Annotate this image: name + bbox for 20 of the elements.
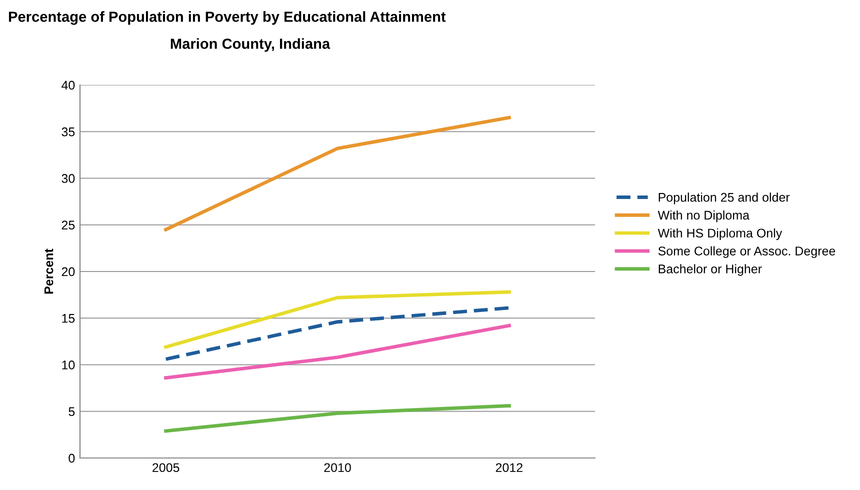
x-tick-label: 2005	[152, 463, 180, 472]
x-tick-label: 2010	[324, 463, 351, 472]
y-axis-title: Percent	[44, 248, 54, 294]
x-tick-label: 2012	[496, 463, 522, 472]
y-tick-label: 10	[62, 360, 75, 370]
y-tick-label: 25	[62, 220, 75, 230]
y-tick-label: 20	[62, 267, 75, 276]
y-tick-label: 15	[62, 314, 75, 323]
legend-label: Population 25 and older	[658, 192, 790, 204]
legend-label: Bachelor or Higher	[658, 264, 762, 276]
y-tick-label: 35	[62, 127, 75, 136]
y-tick-label: 40	[62, 80, 75, 90]
legend-label: With no Diploma	[658, 210, 750, 222]
legend-label: Some College or Assoc. Degree	[658, 246, 836, 258]
legend-label: With HS Diploma Only	[658, 228, 782, 240]
chart-subtitle: Marion County, Indiana	[170, 38, 330, 52]
y-tick-label: 0	[68, 454, 75, 463]
chart-title: Percentage of Population in Poverty by Educational Attainment	[8, 11, 446, 25]
y-tick-label: 30	[62, 174, 75, 183]
y-tick-label: 5	[68, 407, 75, 416]
